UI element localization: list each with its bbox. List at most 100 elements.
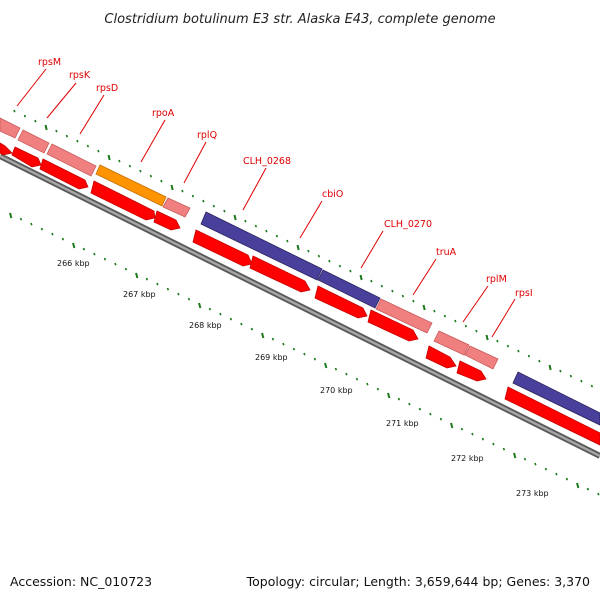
tick-labels: 266 kbp 267 kbp 268 kbp 269 kbp 270 kbp … xyxy=(57,259,549,498)
cds-rpsD xyxy=(39,158,89,190)
tick-mark xyxy=(292,347,296,351)
outer-tick-mark xyxy=(23,114,27,118)
tick-mark xyxy=(408,402,411,406)
outer-tick-mark xyxy=(118,159,121,163)
outer-tick-mark xyxy=(317,254,321,258)
tick-mark xyxy=(324,362,328,369)
outer-tick-mark xyxy=(433,309,436,313)
outer-tick-mark xyxy=(202,199,205,203)
outer-tick-mark xyxy=(34,119,37,123)
cds-CLH_0268 xyxy=(192,229,253,267)
tick-mark xyxy=(30,222,33,226)
gene-rpsM xyxy=(0,117,21,139)
tick-mark xyxy=(82,247,86,251)
gene-label-rpsI: rpsI xyxy=(515,288,533,299)
tick-mark xyxy=(513,452,517,459)
cds-cbiO xyxy=(249,255,311,293)
tick-mark xyxy=(376,387,380,391)
gene-label-rpoA: rpoA xyxy=(152,108,175,119)
outer-tick-mark xyxy=(233,214,237,221)
tick-mark xyxy=(439,417,443,421)
outer-tick-mark xyxy=(569,374,573,378)
outer-tick-mark xyxy=(307,249,310,253)
outer-tick-mark xyxy=(527,354,531,358)
outer-tick-mark xyxy=(506,344,510,348)
outer-tick-mark xyxy=(181,189,184,193)
gene-rplM xyxy=(464,345,499,370)
tick-mark xyxy=(544,467,548,471)
outer-tick-mark xyxy=(296,244,300,251)
outer-tick-mark xyxy=(391,289,394,293)
tick-mark xyxy=(40,227,44,231)
label-leaders xyxy=(16,68,516,338)
tick-mark xyxy=(145,277,149,281)
outer-tick-mark xyxy=(475,329,478,333)
tick-mark xyxy=(460,427,464,431)
cds-next xyxy=(504,386,600,446)
outer-tick-mark xyxy=(338,264,342,268)
tick-label-272: 272 kbp xyxy=(451,454,484,463)
gene-label-rpsD: rpsD xyxy=(96,83,118,94)
gene-label-rpsK: rpsK xyxy=(69,70,91,81)
tick-label-268: 268 kbp xyxy=(189,321,222,330)
tick-mark xyxy=(334,367,338,371)
cds-rplM xyxy=(425,345,457,369)
tick-mark xyxy=(586,487,590,491)
tick-mark xyxy=(450,422,454,429)
gene-label-rpsM: rpsM xyxy=(38,57,61,68)
gene-CLH_0268 xyxy=(200,211,323,281)
cds-rpsI xyxy=(456,360,487,382)
outer-tick-mark xyxy=(86,144,90,148)
tick-mark xyxy=(261,332,265,339)
tick-mark xyxy=(72,242,76,249)
gene-truA xyxy=(433,330,470,356)
tick-label-271: 271 kbp xyxy=(386,419,419,428)
outer-tick-mark xyxy=(265,229,268,233)
outer-tick-marks xyxy=(13,109,594,388)
outer-tick-mark xyxy=(76,139,79,143)
gene-rplQ xyxy=(162,197,191,218)
tick-label-270: 270 kbp xyxy=(320,386,353,395)
tick-mark xyxy=(397,397,401,401)
tick-mark xyxy=(187,297,191,301)
outer-tick-mark xyxy=(422,304,426,311)
outer-tick-mark xyxy=(443,314,447,318)
tick-label-273: 273 kbp xyxy=(516,489,549,498)
tick-mark xyxy=(61,237,65,241)
gene-CLH_0270 xyxy=(375,298,433,334)
outer-tick-mark xyxy=(223,209,226,213)
outer-tick-mark xyxy=(160,179,163,183)
outer-tick-mark xyxy=(401,294,405,298)
tick-mark xyxy=(366,382,369,386)
gene-label-cbiO: cbiO xyxy=(322,189,343,200)
gene-label-truA: truA xyxy=(436,247,457,258)
tick-mark xyxy=(9,212,13,219)
tick-mark xyxy=(282,342,285,346)
gene-cbiO xyxy=(317,269,381,309)
tick-mark xyxy=(555,472,558,476)
tick-mark xyxy=(93,252,96,256)
tick-mark xyxy=(303,352,306,356)
genome-backbone xyxy=(0,153,600,459)
cds-CLH_0270 xyxy=(314,285,368,319)
outer-tick-mark xyxy=(44,124,48,131)
outer-tick-mark xyxy=(128,164,132,168)
cds-rpsM xyxy=(0,142,13,156)
outer-tick-mark xyxy=(464,324,468,328)
outer-tick-mark xyxy=(97,149,100,153)
outer-tick-mark xyxy=(559,369,562,373)
gene-label-rplQ: rplQ xyxy=(197,130,217,141)
outer-tick-mark xyxy=(254,224,258,228)
tick-mark xyxy=(313,357,317,361)
tick-mark xyxy=(177,292,180,296)
cds-rpsK xyxy=(11,146,42,168)
tick-mark xyxy=(502,447,506,451)
map-title: Clostridium botulinum E3 str. Alaska E43… xyxy=(104,12,495,27)
tick-mark xyxy=(565,477,569,481)
tick-mark xyxy=(597,492,600,496)
outer-tick-mark xyxy=(580,379,583,383)
gene-labels: rpsM rpsK rpsD rpoA rplQ CLH_0268 cbiO C… xyxy=(38,57,533,299)
tick-mark xyxy=(219,312,222,316)
cds-rplQ xyxy=(153,210,181,231)
tick-mark xyxy=(534,462,537,466)
